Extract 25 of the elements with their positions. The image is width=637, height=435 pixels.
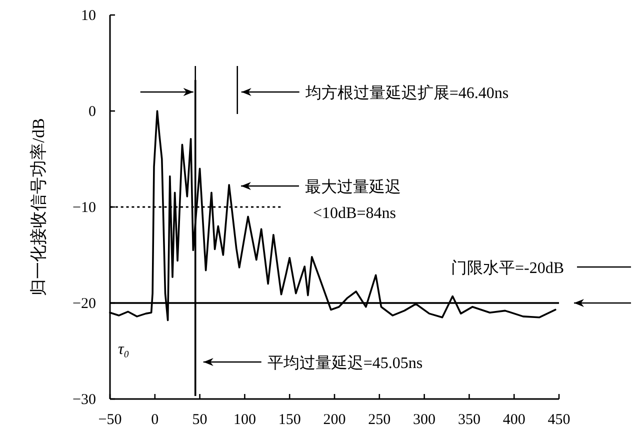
x-tick-label: 250 bbox=[368, 412, 391, 428]
y-tick-label: 10 bbox=[81, 8, 96, 24]
x-tick-label: 300 bbox=[413, 412, 436, 428]
annotation: 平均过量延迟=45.05ns bbox=[203, 355, 423, 372]
x-tick-label: 450 bbox=[548, 412, 570, 428]
y-tick-label: 0 bbox=[88, 104, 96, 120]
x-tick-label: 0 bbox=[151, 412, 159, 428]
x-tick-label: 400 bbox=[502, 412, 526, 428]
x-tick-label: 200 bbox=[323, 412, 346, 428]
legend-label: 门限水平=-20dB bbox=[450, 259, 564, 277]
annotation: 最大过量延迟 <10dB=84ns bbox=[305, 178, 401, 222]
annotation: 均方根过量延迟扩展=46.40ns bbox=[304, 84, 509, 102]
annotation: 均方根过量延迟扩展=46.40ns bbox=[140, 66, 509, 114]
x-tick-label: 350 bbox=[458, 412, 480, 428]
x-tick-label: 50 bbox=[192, 412, 208, 428]
annotation: 平均过量延迟=45.05ns bbox=[267, 354, 423, 372]
x-tick-label: −50 bbox=[98, 412, 122, 428]
y-axis-title: 归一化接收信号功率/dB bbox=[29, 118, 48, 296]
y-tick-label: −10 bbox=[72, 200, 96, 216]
annotation: 最大过量延迟 <10dB=84ns bbox=[241, 179, 401, 222]
y-tick-label: −20 bbox=[72, 296, 96, 312]
y-tick-label: −30 bbox=[72, 392, 96, 408]
annotation: τ₀ bbox=[118, 341, 130, 358]
x-tick-label: 100 bbox=[233, 412, 256, 428]
x-tick-label: 150 bbox=[278, 412, 301, 428]
